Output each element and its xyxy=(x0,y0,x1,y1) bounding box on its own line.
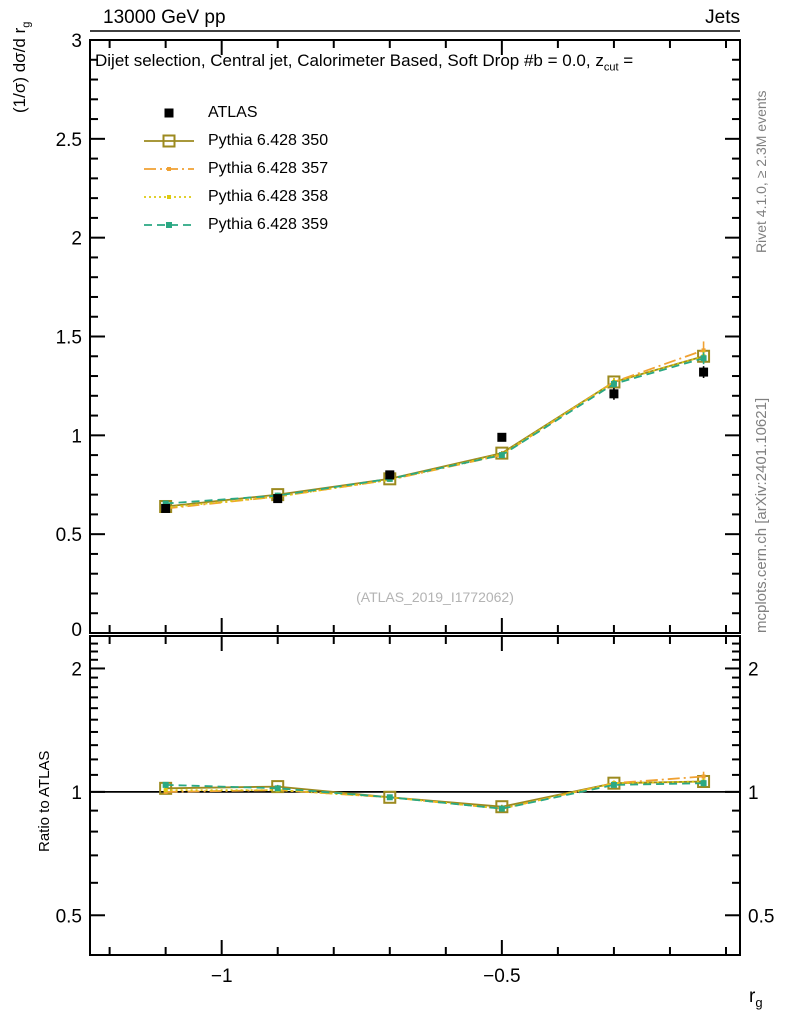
series-pythia-6-428-359 xyxy=(162,352,707,507)
y-axis-label-text: (1/σ) dσ/d r xyxy=(10,27,29,113)
legend-marker-pythia-6-428-359 xyxy=(144,222,194,228)
plot-title-tail: = xyxy=(618,51,634,70)
tick-label: 1 xyxy=(71,426,82,447)
legend-item-pythia-6-428-359: Pythia 6.428 359 xyxy=(142,211,328,239)
plot-title: Dijet selection, Central jet, Calorimete… xyxy=(95,51,786,73)
legend-marker-pythia-6-428-350 xyxy=(144,134,194,148)
legend-label: Pythia 6.428 357 xyxy=(208,160,329,177)
legend-item-pythia-6-428-350: Pythia 6.428 350 xyxy=(142,127,328,155)
legend-item-pythia-6-428-357: Pythia 6.428 357 xyxy=(142,155,328,183)
legend-marker-atlas xyxy=(164,108,174,118)
tick-label: 0.5 xyxy=(56,525,82,546)
tick-label: 0.5 xyxy=(748,906,774,927)
y-axis-label: (1/σ) dσ/d rg xyxy=(10,22,32,113)
tick-label: 1.5 xyxy=(56,328,82,349)
series-pythia-6-428-358 xyxy=(163,350,706,510)
tick-label: 1 xyxy=(71,783,82,804)
legend-marker-pythia-6-428-357 xyxy=(144,167,194,171)
mcplots-reference-label: mcplots.cern.ch [arXiv:2401.10621] xyxy=(753,397,770,633)
plot-title-text: Dijet selection, Central jet, Calorimete… xyxy=(95,51,604,70)
y-axis-label-subscript: g xyxy=(20,21,33,28)
tick-label: 2 xyxy=(71,659,82,680)
legend-label: Pythia 6.428 350 xyxy=(208,132,329,149)
series-pythia-6-428-357 xyxy=(163,341,706,511)
tick-label: 2 xyxy=(71,229,82,250)
analysis-id-watermark: (ATLAS_2019_I1772062) xyxy=(356,589,514,605)
tick-label: 2 xyxy=(748,659,759,680)
tick-label: 3 xyxy=(71,31,82,52)
rivet-version-label: Rivet 4.1.0, ≥ 2.3M events xyxy=(753,90,769,253)
series-pythia-6-428-359 xyxy=(162,779,707,812)
tick-label: −1 xyxy=(211,966,233,987)
x-axis-label-subscript: g xyxy=(755,994,763,1010)
process-label: Jets xyxy=(705,7,740,28)
series-atlas xyxy=(161,366,709,513)
tick-label: 1 xyxy=(748,783,759,804)
legend-label: ATLAS xyxy=(208,104,258,121)
legend: ATLAS Pythia 6.428 350 Pythia 6.428 357 Pyt… xyxy=(142,99,328,239)
axes: 0 0.5 1 1.5 2 2.5 3 0.5 0.5 1 1 2 2 −1 −0.5 xyxy=(56,30,774,987)
x-axis-label: rg xyxy=(749,986,763,1010)
legend-label: Pythia 6.428 358 xyxy=(208,188,329,205)
legend-label: Pythia 6.428 359 xyxy=(208,216,329,233)
legend-item-pythia-6-428-358: Pythia 6.428 358 xyxy=(142,183,328,211)
tick-label: 0 xyxy=(71,620,82,641)
plot-title-subscript: cut xyxy=(603,61,619,74)
legend-marker-pythia-6-428-358 xyxy=(144,195,194,199)
legend-item-atlas: ATLAS xyxy=(142,99,328,127)
x-axis-label-text: r xyxy=(749,986,756,1007)
beam-energy-label: 13000 GeV pp xyxy=(103,7,226,28)
ratio-y-axis-label: Ratio to ATLAS xyxy=(36,750,53,852)
tick-label: −0.5 xyxy=(483,966,521,987)
tick-label: 2.5 xyxy=(56,130,82,151)
tick-label: 0.5 xyxy=(56,906,82,927)
series-pythia-6-428-350 xyxy=(159,349,711,513)
